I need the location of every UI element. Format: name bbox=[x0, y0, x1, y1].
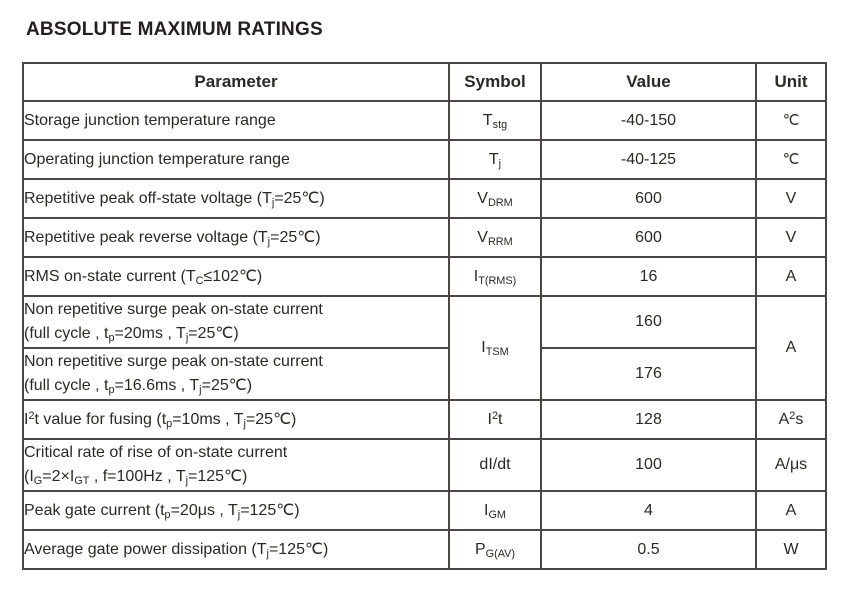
parameter-cell: I2t value for fusing (tp=10ms , Tj=25℃) bbox=[22, 399, 450, 440]
unit-cell: ℃ bbox=[755, 100, 827, 141]
page-title: ABSOLUTE MAXIMUM RATINGS bbox=[26, 19, 323, 40]
value-cell: 0.5 bbox=[540, 529, 757, 570]
header-parameter: Parameter bbox=[22, 62, 450, 102]
table-row: Operating junction temperature range Tj … bbox=[22, 139, 827, 180]
symbol-cell: PG(AV) bbox=[448, 529, 542, 570]
value-cell: 128 bbox=[540, 399, 757, 440]
value-cell: 600 bbox=[540, 178, 757, 219]
value-cell: 4 bbox=[540, 490, 757, 531]
parameter-cell: Average gate power dissipation (Tj=125℃) bbox=[22, 529, 450, 570]
value-cell: 100 bbox=[540, 438, 757, 492]
parameter-cell: Non repetitive surge peak on-state curre… bbox=[22, 347, 450, 401]
table-header-row: Parameter Symbol Value Unit bbox=[22, 62, 827, 102]
symbol-cell: ITSM bbox=[448, 295, 542, 401]
parameter-cell: Storage junction temperature range bbox=[22, 100, 450, 141]
value-cell: 176 bbox=[540, 347, 757, 401]
parameter-cell: Critical rate of rise of on-state curren… bbox=[22, 438, 450, 492]
symbol-cell: Tj bbox=[448, 139, 542, 180]
table-row: Repetitive peak off-state voltage (Tj=25… bbox=[22, 178, 827, 219]
table-row: Non repetitive surge peak on-state curre… bbox=[22, 347, 826, 401]
symbol-cell: I2t bbox=[448, 399, 542, 440]
parameter-cell: Non repetitive surge peak on-state curre… bbox=[22, 295, 450, 349]
header-symbol: Symbol bbox=[448, 62, 542, 102]
symbol-cell: IT(RMS) bbox=[448, 256, 542, 297]
table-row: RMS on-state current (TC≤102℃) IT(RMS) 1… bbox=[22, 256, 827, 297]
header-unit: Unit bbox=[755, 62, 827, 102]
value-cell: -40-125 bbox=[540, 139, 757, 180]
table-row: I2t value for fusing (tp=10ms , Tj=25℃) … bbox=[22, 399, 827, 440]
symbol-cell: Tstg bbox=[448, 100, 542, 141]
parameter-cell: RMS on-state current (TC≤102℃) bbox=[22, 256, 450, 297]
table-row: Critical rate of rise of on-state curren… bbox=[22, 438, 827, 492]
table-row: Peak gate current (tp=20μs , Tj=125℃) IG… bbox=[22, 490, 827, 531]
table-row: Storage junction temperature range Tstg … bbox=[22, 100, 827, 141]
unit-cell: A/μs bbox=[755, 438, 827, 492]
unit-cell: A bbox=[755, 256, 827, 297]
parameter-cell: Repetitive peak reverse voltage (Tj=25℃) bbox=[22, 217, 450, 258]
symbol-cell: VRRM bbox=[448, 217, 542, 258]
symbol-cell: VDRM bbox=[448, 178, 542, 219]
value-cell: 600 bbox=[540, 217, 757, 258]
symbol-cell: IGM bbox=[448, 490, 542, 531]
header-value: Value bbox=[540, 62, 757, 102]
unit-cell: A bbox=[755, 490, 827, 531]
parameter-cell: Operating junction temperature range bbox=[22, 139, 450, 180]
unit-cell: ℃ bbox=[755, 139, 827, 180]
unit-cell: V bbox=[755, 178, 827, 219]
value-cell: 16 bbox=[540, 256, 757, 297]
symbol-cell: dI/dt bbox=[448, 438, 542, 492]
value-cell: -40-150 bbox=[540, 100, 757, 141]
absolute-maximum-ratings-table: Parameter Symbol Value Unit Storage junc… bbox=[22, 62, 827, 570]
table-row: Non repetitive surge peak on-state curre… bbox=[22, 295, 827, 401]
table-row: Average gate power dissipation (Tj=125℃)… bbox=[22, 529, 827, 570]
parameter-cell: Peak gate current (tp=20μs , Tj=125℃) bbox=[22, 490, 450, 531]
table-row: Repetitive peak reverse voltage (Tj=25℃)… bbox=[22, 217, 827, 258]
value-cell: 160 bbox=[540, 295, 757, 349]
unit-cell: A bbox=[755, 295, 827, 401]
unit-cell: V bbox=[755, 217, 827, 258]
parameter-cell: Repetitive peak off-state voltage (Tj=25… bbox=[22, 178, 450, 219]
unit-cell: W bbox=[755, 529, 827, 570]
unit-cell: A2s bbox=[755, 399, 827, 440]
